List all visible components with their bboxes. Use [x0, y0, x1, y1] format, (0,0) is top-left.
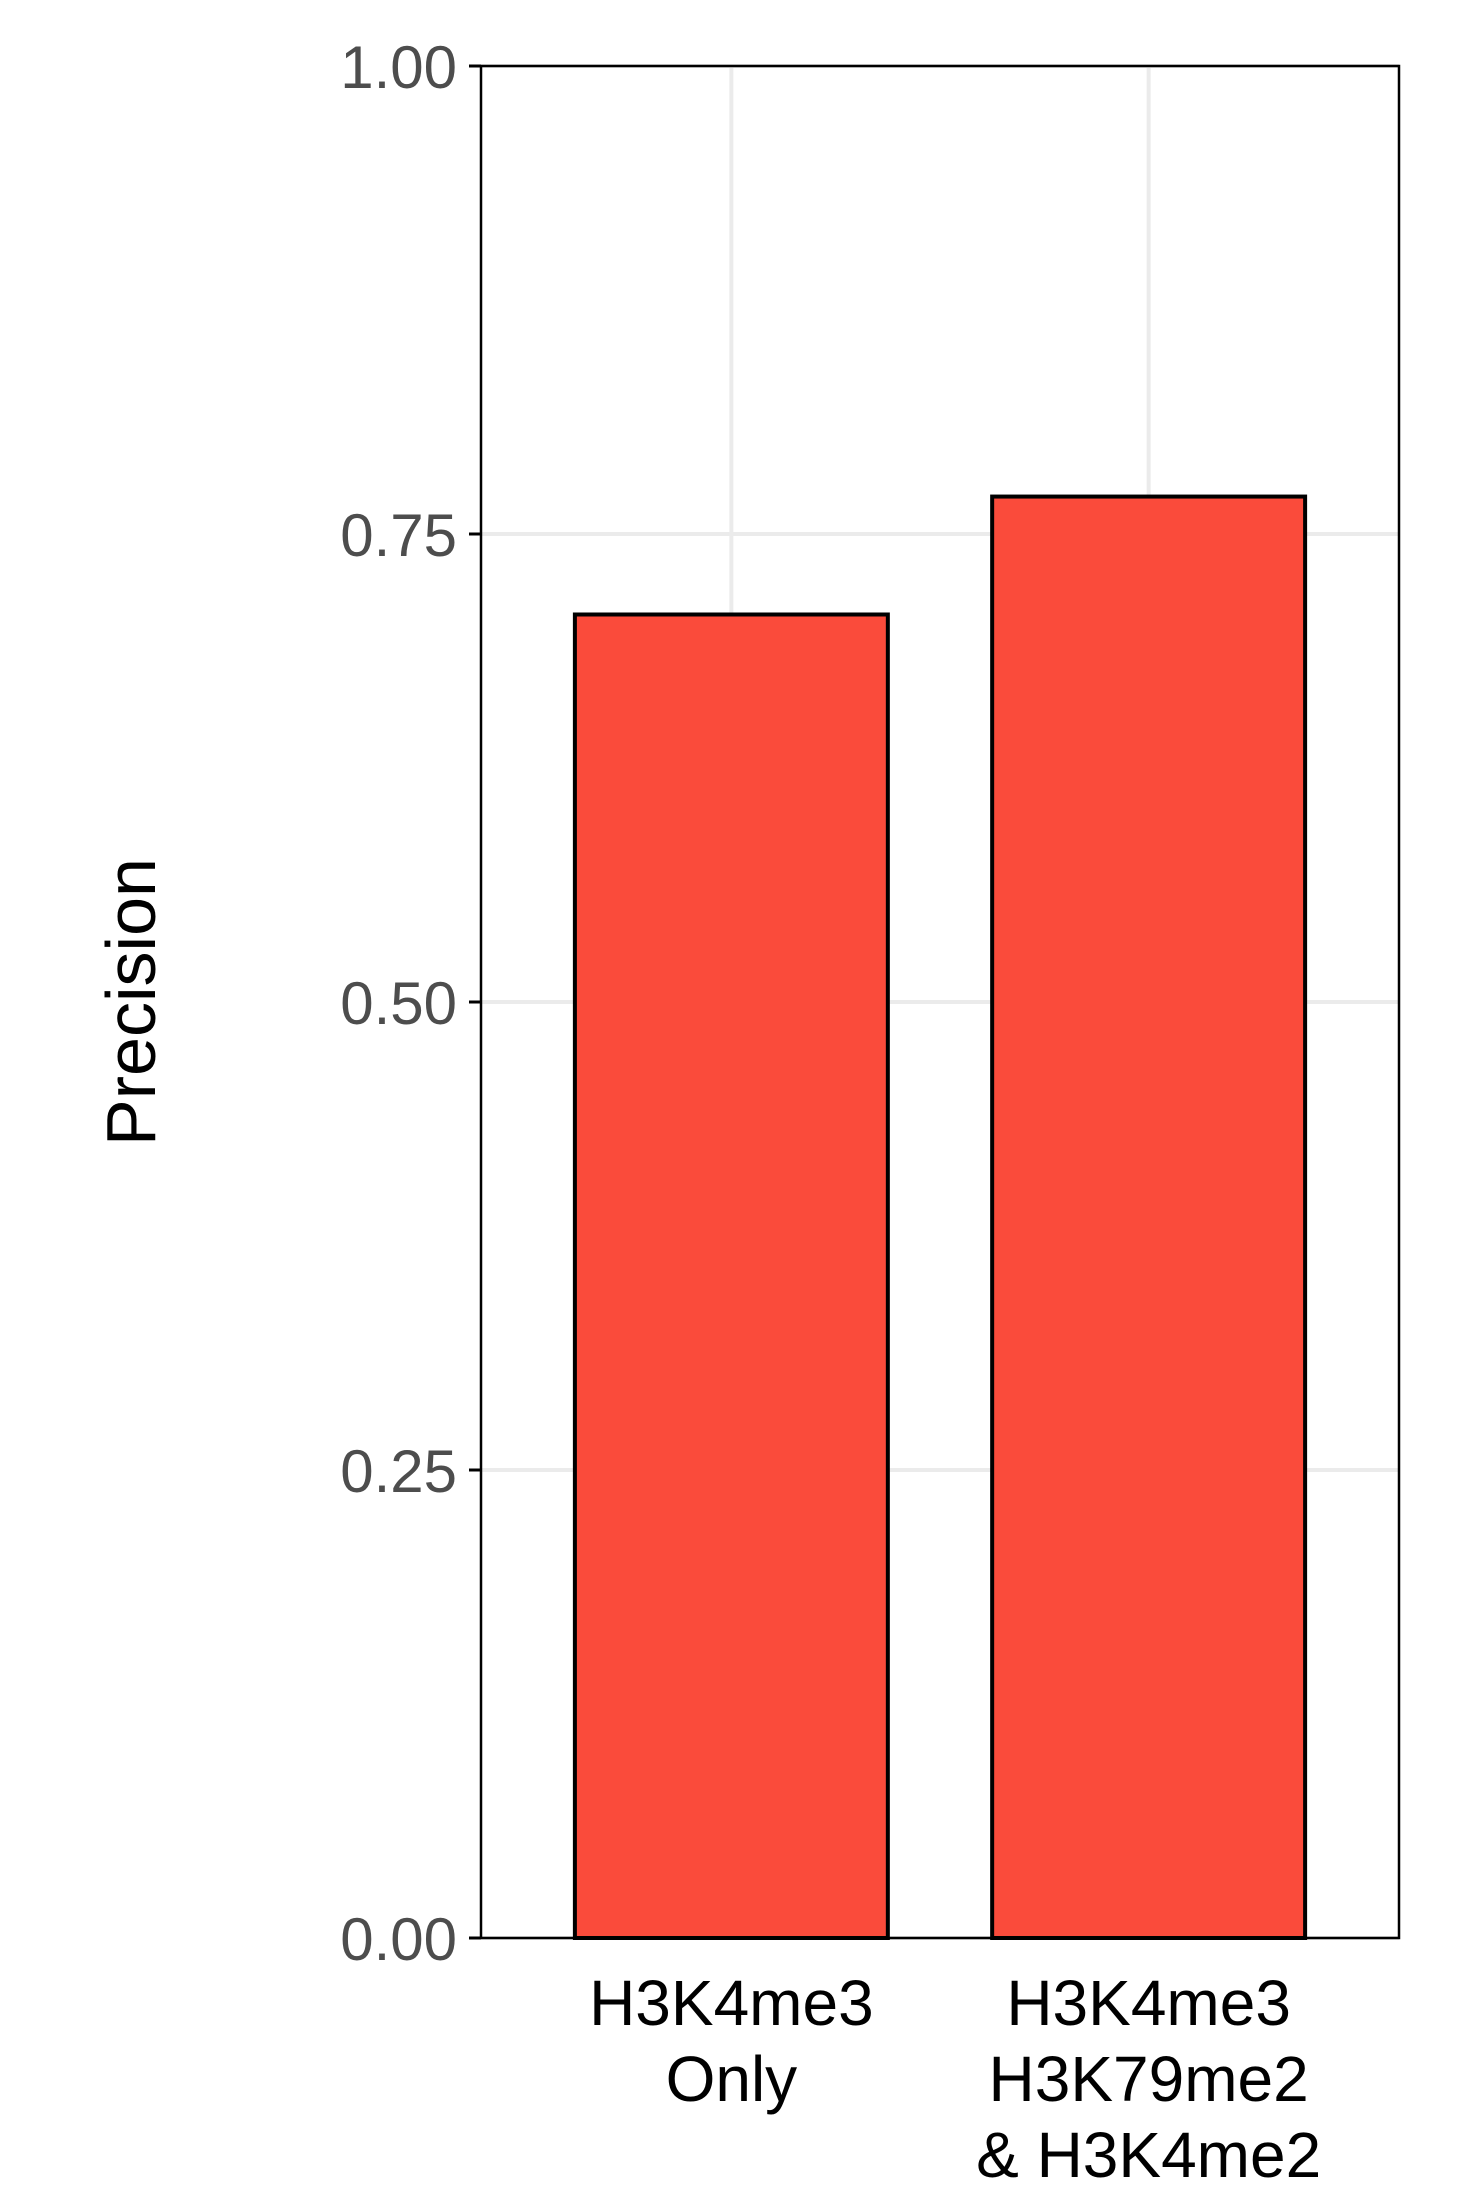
y-axis-label-group: Precision: [92, 858, 170, 1146]
x-tick-label-2: H3K4me3 H3K79me2 & H3K4me2: [976, 1967, 1321, 2183]
x-tick-label-line: H3K4me3: [1006, 1967, 1291, 2039]
x-tick-label-line: & H3K4me2: [976, 2119, 1321, 2183]
x-tick-label-line: H3K4me3: [589, 1967, 874, 2039]
y-tick-label: 0.00: [340, 1906, 457, 1973]
y-axis-ticks: 0.00 0.25 0.50 0.75 1.00: [340, 34, 481, 1973]
x-tick-label-line: Only: [666, 2043, 798, 2115]
x-tick-label-line: H3K79me2: [989, 2043, 1309, 2115]
bar-2: [990, 494, 1308, 1940]
bars: [572, 494, 1308, 1940]
y-tick-label: 0.50: [340, 970, 457, 1037]
y-tick-label: 0.75: [340, 502, 457, 569]
x-tick-label-1: H3K4me3 Only: [589, 1967, 874, 2115]
y-tick-label: 1.00: [340, 34, 457, 101]
y-axis-label: Precision: [92, 858, 170, 1146]
bar-1: [572, 612, 890, 1940]
y-tick-label: 0.25: [340, 1438, 457, 1505]
